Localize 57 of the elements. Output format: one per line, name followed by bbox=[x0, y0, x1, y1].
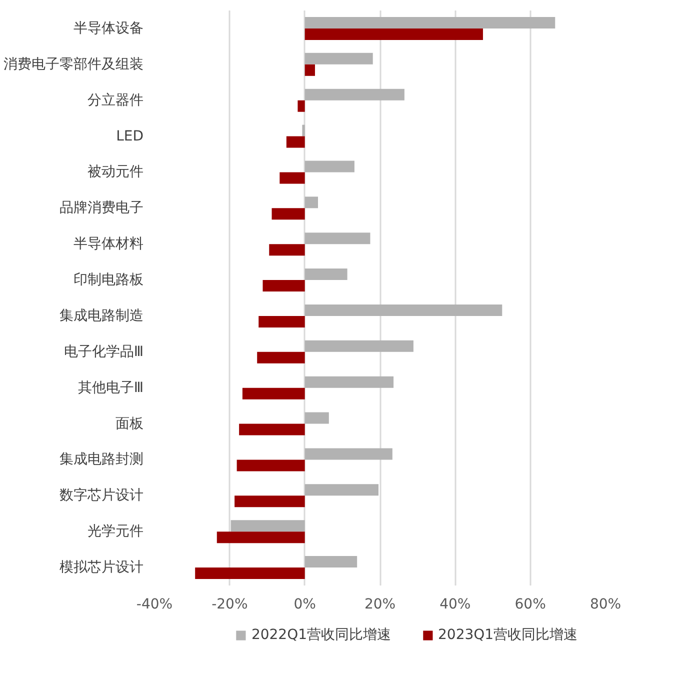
y-tick-label: 半导体设备 bbox=[74, 20, 144, 36]
bar bbox=[239, 424, 305, 436]
y-tick-label: 被动元件 bbox=[88, 164, 144, 180]
bar bbox=[272, 208, 305, 220]
bar bbox=[304, 412, 329, 424]
bar bbox=[304, 448, 392, 460]
bar bbox=[236, 460, 305, 472]
x-tick-label: 40% bbox=[440, 596, 471, 612]
bar bbox=[304, 52, 373, 64]
bar bbox=[304, 340, 414, 352]
y-tick-label: 印制电路板 bbox=[74, 272, 144, 288]
bar bbox=[304, 64, 315, 76]
y-tick-label: 模拟芯片设计 bbox=[60, 560, 144, 576]
bar bbox=[304, 268, 348, 280]
y-tick-label: 其他电子Ⅲ bbox=[78, 380, 144, 396]
y-tick-label: 集成电路封测 bbox=[60, 452, 144, 468]
bar bbox=[304, 16, 556, 28]
y-tick-label: 光学元件 bbox=[88, 524, 144, 540]
bar bbox=[304, 160, 354, 172]
bar bbox=[195, 568, 305, 580]
bar bbox=[304, 88, 404, 100]
x-tick-label: 60% bbox=[514, 596, 546, 612]
bar bbox=[258, 316, 305, 328]
bar bbox=[242, 388, 305, 400]
legend-label: 2023Q1营收同比增速 bbox=[438, 626, 578, 644]
bar bbox=[304, 232, 370, 244]
y-tick-label: 电子化学品Ⅲ bbox=[64, 344, 144, 360]
x-tick-label: -40% bbox=[136, 596, 173, 612]
y-tick-label: 面板 bbox=[116, 416, 144, 432]
bar bbox=[304, 556, 358, 568]
x-tick-label: 20% bbox=[364, 596, 396, 612]
bar bbox=[230, 520, 305, 532]
bar bbox=[302, 124, 305, 136]
y-tick-label: 集成电路制造 bbox=[60, 308, 144, 324]
x-tick-label: 0% bbox=[294, 596, 316, 612]
bar bbox=[257, 352, 305, 364]
bar bbox=[304, 304, 502, 316]
y-tick-label: 品牌消费电子 bbox=[60, 200, 144, 216]
y-tick-label: 数字芯片设计 bbox=[60, 488, 144, 504]
bar bbox=[280, 172, 305, 184]
bar bbox=[234, 496, 305, 508]
bar bbox=[304, 28, 483, 40]
bar bbox=[304, 376, 394, 388]
bar bbox=[298, 100, 305, 112]
bar bbox=[269, 244, 305, 256]
bar bbox=[304, 196, 318, 208]
legend-label: 2022Q1营收同比增速 bbox=[251, 626, 391, 644]
y-tick-label: 分立器件 bbox=[88, 92, 144, 108]
bar bbox=[286, 136, 305, 148]
x-tick-label: -20% bbox=[212, 596, 248, 612]
y-tick-label: LED bbox=[116, 128, 144, 144]
x-tick-label: 80% bbox=[590, 596, 622, 612]
y-tick-label: 半导体材料 bbox=[74, 236, 144, 252]
bar bbox=[216, 532, 305, 544]
y-tick-label: 消费电子零部件及组装 bbox=[4, 56, 144, 72]
bar bbox=[304, 484, 378, 496]
bar bbox=[262, 280, 305, 292]
